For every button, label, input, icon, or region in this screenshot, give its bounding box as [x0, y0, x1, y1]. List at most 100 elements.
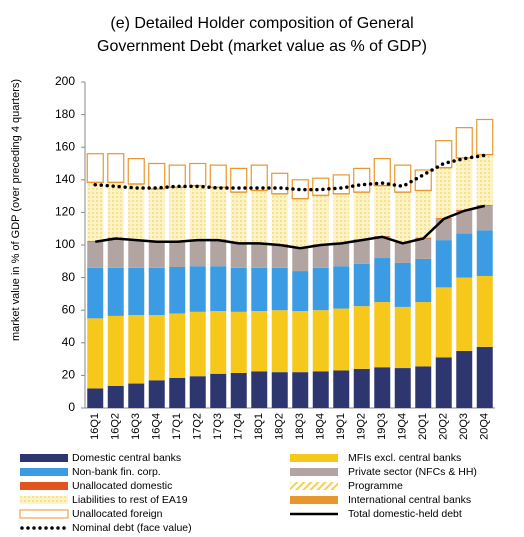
legend-label: Non-bank fin. corp. — [72, 466, 161, 478]
y-tick-label: 40 — [62, 335, 76, 349]
legend-swatch — [20, 468, 68, 476]
bar-segment — [456, 210, 473, 234]
x-tick-label: 17Q3 — [212, 413, 224, 440]
bar-segment — [87, 388, 104, 408]
bar-segment — [374, 302, 391, 368]
bar-segment — [251, 371, 268, 408]
chart-title: (e) Detailed Holder composition of Gener… — [110, 15, 413, 32]
bar-segment — [394, 368, 411, 408]
bar-segment — [456, 350, 473, 408]
x-tick-label: 20Q1 — [417, 413, 429, 440]
bar-segment — [271, 194, 288, 245]
y-tick-label: 80 — [62, 270, 76, 284]
bar-segment — [251, 191, 268, 243]
legend-label: Unallocated domestic — [72, 480, 172, 492]
bar-segment — [189, 266, 206, 312]
bar-segment — [415, 238, 432, 259]
legend-label: Liabilities to rest of EA19 — [72, 494, 188, 506]
x-tick-label: 20Q3 — [458, 413, 470, 440]
legend-label: Total domestic-held debt — [348, 508, 462, 520]
bar-segment — [230, 311, 247, 373]
x-tick-label: 19Q2 — [356, 413, 368, 440]
bar-segment — [169, 377, 186, 408]
y-tick-label: 120 — [55, 205, 75, 219]
y-tick-label: 160 — [55, 139, 75, 153]
y-tick-label: 100 — [55, 237, 75, 251]
bar-segment — [168, 164, 186, 188]
bar-segment — [169, 187, 186, 241]
legend-label: Programme — [348, 480, 403, 492]
bar-segment — [476, 346, 493, 408]
bar-segment — [271, 267, 288, 311]
bar-segment — [230, 192, 247, 243]
bar-segment — [374, 186, 391, 237]
legend-label: International central banks — [348, 494, 471, 506]
bar-segment — [292, 248, 309, 272]
bar-segment — [128, 315, 145, 384]
x-tick-label: 19Q3 — [376, 413, 388, 440]
x-tick-label: 17Q2 — [192, 413, 204, 440]
bar-segment — [312, 267, 329, 311]
bar-segment — [230, 167, 248, 193]
legend-swatch — [20, 454, 68, 462]
x-tick-label: 17Q1 — [171, 413, 183, 440]
legend-swatch — [290, 454, 338, 462]
bar-segment — [87, 318, 104, 389]
bar-segment — [415, 258, 432, 303]
bar-segment — [333, 194, 350, 243]
bar-segment — [415, 302, 432, 367]
bar-segment — [476, 155, 493, 206]
bar-segment — [415, 191, 432, 238]
bar-segment — [148, 241, 165, 268]
line-series — [93, 153, 487, 192]
bar-segment — [292, 199, 309, 248]
legend-label: Unallocated foreign — [72, 508, 163, 520]
bar-segment — [209, 164, 227, 188]
bar-segment — [476, 205, 493, 206]
bar-segment — [394, 164, 412, 193]
bar-segment — [374, 258, 391, 303]
bar-segment — [435, 168, 452, 219]
legend-label: MFIs excl. central banks — [348, 452, 461, 464]
bar-segment — [271, 245, 288, 268]
bar-segment — [148, 267, 165, 316]
bar-segment — [435, 240, 452, 288]
legend-label: Private sector (NFCs & HH) — [348, 466, 477, 478]
bar-segment — [169, 241, 186, 268]
bar-segment — [87, 267, 104, 319]
bar-segment — [107, 238, 124, 268]
y-axis-label: market value in % of GDP (over preceding… — [10, 79, 22, 341]
x-tick-label: 18Q4 — [315, 413, 327, 440]
bar-segment — [210, 373, 227, 408]
bar-segment — [148, 380, 165, 408]
x-tick-label: 16Q1 — [89, 413, 101, 440]
bar-segment — [455, 127, 473, 159]
bar-segment — [353, 306, 370, 369]
bar-segment — [353, 368, 370, 408]
x-tick-label: 20Q4 — [479, 413, 491, 440]
legend-swatch — [290, 496, 338, 504]
bar-segment — [210, 187, 227, 240]
x-tick-label: 19Q4 — [397, 413, 409, 440]
bar-segment — [148, 189, 165, 241]
bar-segment — [128, 184, 145, 240]
bar-segment — [169, 267, 186, 314]
bar-segment — [169, 313, 186, 378]
bar-segment — [394, 243, 411, 263]
bar-segment — [312, 310, 329, 372]
legend-swatch — [20, 496, 68, 504]
bar-segment — [189, 311, 206, 377]
y-tick-label: 60 — [62, 302, 76, 316]
x-tick-label: 18Q2 — [274, 413, 286, 440]
x-tick-label: 18Q1 — [253, 413, 265, 440]
bar-segment — [271, 372, 288, 408]
bar-segment — [128, 240, 145, 268]
x-tick-label: 16Q4 — [151, 413, 163, 440]
bar-segment — [394, 306, 411, 369]
bar-segment — [210, 240, 227, 267]
bar-segment — [292, 372, 309, 408]
bar-segment — [333, 243, 350, 267]
bar-segment — [251, 311, 268, 372]
bar-segment — [292, 271, 309, 312]
bar-segment — [107, 267, 124, 316]
